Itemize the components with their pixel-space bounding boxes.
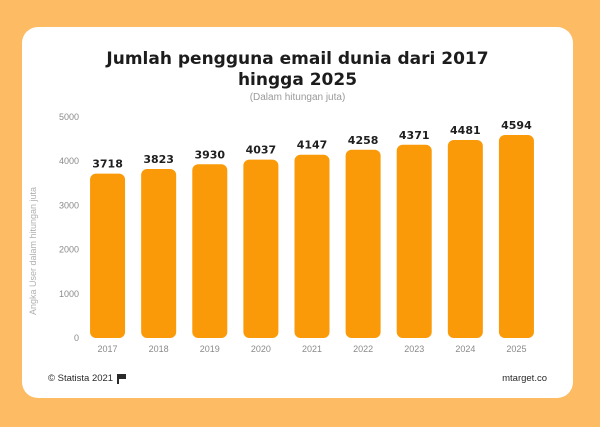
brand-label: mtarget.co <box>502 373 547 384</box>
y-tick-label: 3000 <box>59 200 79 210</box>
bar-2024 <box>447 139 483 338</box>
x-tick-label: 2021 <box>302 344 322 354</box>
x-tick-label: 2025 <box>506 344 526 354</box>
bar-2017 <box>90 173 126 338</box>
chart-title: Jumlah pengguna email dunia dari 2017 hi… <box>22 49 573 91</box>
bar-2019 <box>192 164 228 338</box>
x-tick-label: 2023 <box>404 344 424 354</box>
source-text: © Statista 2021 <box>48 373 114 384</box>
bar-2020 <box>243 159 279 338</box>
x-tick-label: 2024 <box>455 344 475 354</box>
source-credit: © Statista 2021 <box>48 373 126 384</box>
data-label-2022: 4258 <box>348 134 379 147</box>
data-label-2024: 4481 <box>450 124 481 137</box>
data-label-2023: 4371 <box>399 129 430 142</box>
x-tick-label: 2020 <box>251 344 271 354</box>
y-tick-label: 1000 <box>59 289 79 299</box>
data-label-2020: 4037 <box>246 144 277 157</box>
x-tick-label: 2017 <box>98 344 118 354</box>
chart-title-line2: hingga 2025 <box>237 70 358 90</box>
bar-chart: 0 1000 2000 3000 4000 5000 3718 2017 3823 2018 393… <box>59 112 534 354</box>
bar-2022 <box>345 149 381 338</box>
chart-subtitle: (Dalam hitungan juta) <box>249 92 346 103</box>
data-label-2019: 3930 <box>194 148 225 161</box>
x-tick-label: 2022 <box>353 344 373 354</box>
data-label-2025: 4594 <box>501 119 532 132</box>
bar-2025 <box>498 134 534 338</box>
bar-2021 <box>294 154 330 338</box>
bar-2018 <box>141 169 177 338</box>
data-label-2018: 3823 <box>143 153 174 166</box>
y-tick-label: 4000 <box>59 156 79 166</box>
data-label-2017: 3718 <box>92 158 123 171</box>
flag-icon <box>117 374 126 384</box>
y-tick-label: 2000 <box>59 245 79 255</box>
bar-2023 <box>396 144 432 338</box>
x-tick-label: 2018 <box>149 344 169 354</box>
x-tick-label: 2019 <box>200 344 220 354</box>
chart-title-line1: Jumlah pengguna email dunia dari 2017 <box>106 49 489 69</box>
data-label-2021: 4147 <box>297 139 328 152</box>
y-tick-label: 5000 <box>59 112 79 122</box>
chart-card: Jumlah pengguna email dunia dari 2017 hi… <box>22 27 573 398</box>
y-tick-label: 0 <box>74 333 79 343</box>
